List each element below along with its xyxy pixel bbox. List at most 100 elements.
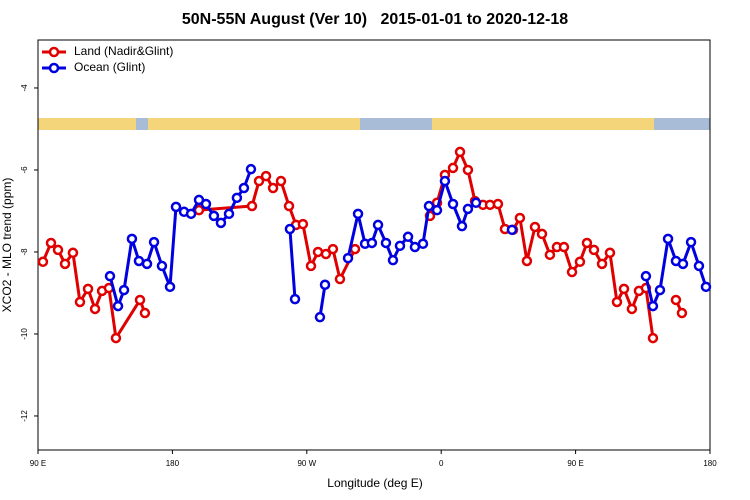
data-point <box>693 260 705 272</box>
data-point <box>372 219 384 231</box>
data-point <box>246 200 258 212</box>
data-point <box>126 233 138 245</box>
data-point <box>89 303 101 315</box>
data-point <box>67 247 79 259</box>
y-tick-label: -10 <box>20 328 29 340</box>
data-point <box>141 258 153 270</box>
data-point <box>544 249 556 261</box>
data-point <box>342 252 354 264</box>
data-point <box>626 303 638 315</box>
series-line <box>288 228 297 300</box>
data-point <box>245 163 257 175</box>
data-point <box>558 241 570 253</box>
data-point <box>320 248 332 260</box>
data-point <box>456 220 468 232</box>
data-point <box>349 243 361 255</box>
data-point <box>319 279 331 291</box>
legend-marker <box>48 46 60 58</box>
y-tick-label: -12 <box>20 410 29 422</box>
data-point <box>387 254 399 266</box>
data-point <box>200 198 212 210</box>
data-point <box>118 284 130 296</box>
series-line <box>318 284 327 318</box>
data-point <box>521 255 533 267</box>
data-point <box>37 256 49 268</box>
data-point <box>380 237 392 249</box>
data-point <box>156 260 168 272</box>
data-point <box>104 270 116 282</box>
data-point <box>676 307 688 319</box>
x-tick-label: 0 <box>439 459 444 468</box>
data-point <box>536 228 548 240</box>
data-point <box>148 236 160 248</box>
data-point <box>462 164 474 176</box>
data-point <box>297 218 309 230</box>
data-point <box>45 237 57 249</box>
data-point <box>529 221 541 233</box>
land-band <box>148 118 360 130</box>
x-tick-label: 90 E <box>567 459 583 468</box>
data-point <box>208 210 220 222</box>
data-point <box>574 256 586 268</box>
data-point <box>670 294 682 306</box>
data-point <box>112 300 124 312</box>
data-point <box>314 311 326 323</box>
data-point <box>223 208 235 220</box>
data-point <box>267 182 279 194</box>
data-point <box>662 233 674 245</box>
data-point <box>647 332 659 344</box>
data-point <box>431 204 443 216</box>
data-point <box>260 170 272 182</box>
data-point <box>447 198 459 210</box>
data-point <box>185 208 197 220</box>
data-point <box>134 294 146 306</box>
data-point <box>470 197 482 209</box>
legend-label: Ocean (Glint) <box>74 60 145 74</box>
chart-title: 50N-55N August (Ver 10) 2015-01-01 to 20… <box>182 11 568 28</box>
data-point <box>492 198 504 210</box>
data-point <box>59 258 71 270</box>
data-point <box>581 237 593 249</box>
y-tick-label: -8 <box>20 248 29 256</box>
data-point <box>700 281 712 293</box>
x-tick-label: 90 E <box>30 459 46 468</box>
data-point <box>170 201 182 213</box>
plot-frame <box>37 39 711 451</box>
legend-marker <box>48 62 60 74</box>
data-point <box>238 182 250 194</box>
y-axis-label: XCO2 - MLO trend (ppm) <box>0 178 14 313</box>
data-point <box>284 223 296 235</box>
data-point <box>139 307 151 319</box>
x-tick-label: 180 <box>166 459 180 468</box>
data-point <box>447 162 459 174</box>
data-point <box>604 247 616 259</box>
data-point <box>654 284 666 296</box>
data-point <box>588 244 600 256</box>
y-tick-label: -6 <box>20 166 29 174</box>
data-point <box>164 281 176 293</box>
data-point <box>454 146 466 158</box>
data-point <box>423 200 435 212</box>
data-point <box>334 273 346 285</box>
data-point <box>52 244 64 256</box>
land-band <box>432 118 654 130</box>
data-point <box>283 200 295 212</box>
data-point <box>231 192 243 204</box>
data-point <box>74 296 86 308</box>
land-band <box>38 118 136 130</box>
data-point <box>110 332 122 344</box>
series-line <box>428 150 655 339</box>
data-point <box>82 283 94 295</box>
data-point <box>133 255 145 267</box>
data-point <box>409 241 421 253</box>
data-point <box>402 231 414 243</box>
data-point <box>514 212 526 224</box>
y-tick-label: -4 <box>20 84 29 92</box>
legend-label: Land (Nadir&Glint) <box>74 44 173 58</box>
data-point <box>352 208 364 220</box>
data-point <box>417 238 429 250</box>
x-axis-label: Longitude (deg E) <box>327 476 422 490</box>
data-point <box>596 258 608 270</box>
data-point <box>439 175 451 187</box>
